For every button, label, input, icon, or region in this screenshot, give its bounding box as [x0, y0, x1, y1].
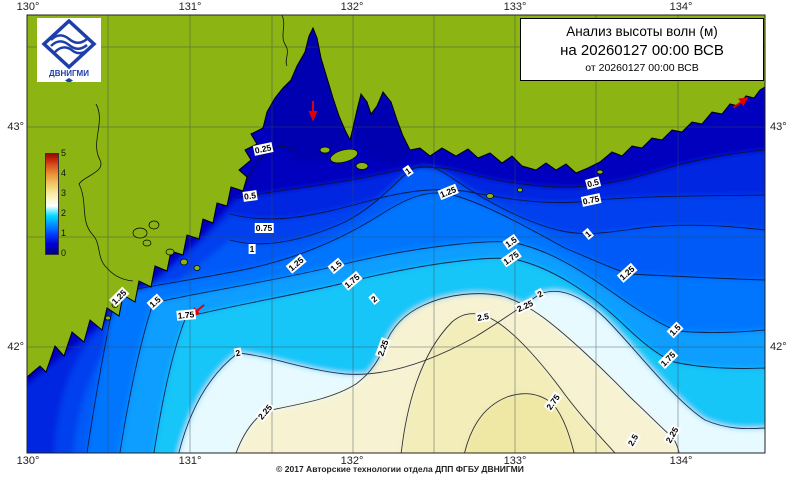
lon-label-bottom: 130°: [16, 455, 40, 467]
lon-label-bottom: 132°: [340, 455, 364, 467]
lat-label-right: 42°: [770, 341, 787, 353]
colorbar-tick: 3: [61, 188, 67, 198]
valid-time: на 20260127 00:00 ВСВ: [560, 42, 724, 59]
contour-label: 0.5: [242, 190, 258, 202]
title-box: Анализ высоты волн (м) на 20260127 00:00…: [520, 18, 764, 81]
lon-label-bottom: 133°: [503, 455, 527, 467]
coastline: [26, 26, 766, 378]
colorbar-tick: 5: [61, 148, 67, 158]
lat-label-left: 43°: [7, 121, 24, 133]
wave-height-colorbar: [45, 153, 59, 255]
arrow-icon: [308, 101, 318, 122]
copyright-text: © 2017 Авторские технологии отдела ДПП Ф…: [276, 464, 524, 474]
contour-label: 0.75: [254, 223, 274, 233]
islands: [105, 146, 604, 321]
contour-label: 1.75: [176, 309, 196, 321]
lon-label-top: 132°: [340, 1, 364, 13]
lon-label-top: 130°: [16, 1, 40, 13]
lon-label-bottom: 131°: [178, 455, 202, 467]
contour-label: 1: [248, 244, 256, 254]
lon-label-top: 133°: [503, 1, 527, 13]
logo-text: ДВНИГМИ: [49, 69, 89, 78]
lon-label-bottom: 134°: [669, 455, 693, 467]
issue-time: от 20260127 00:00 ВСВ: [585, 62, 699, 74]
arrow-icon: [732, 97, 749, 109]
graticule-grid: [27, 15, 765, 453]
wave-height-field: [27, 28, 765, 453]
map-title: Анализ высоты волн (м): [566, 24, 718, 39]
lon-label-top: 131°: [178, 1, 202, 13]
map-frame: [26, 14, 766, 454]
lat-label-right: 43°: [770, 121, 787, 133]
colorbar-tick: 0: [61, 248, 67, 258]
lat-label-left: 42°: [7, 341, 24, 353]
colorbar-tick: 2: [61, 208, 67, 218]
dvnigmi-logo: ДВНИГМИ: [37, 18, 101, 83]
logo-icon: ДВНИГМИ: [41, 18, 97, 83]
lon-label-top: 134°: [669, 1, 693, 13]
colorbar-tick: 4: [61, 168, 67, 178]
colorbar-tick: 1: [61, 228, 67, 238]
